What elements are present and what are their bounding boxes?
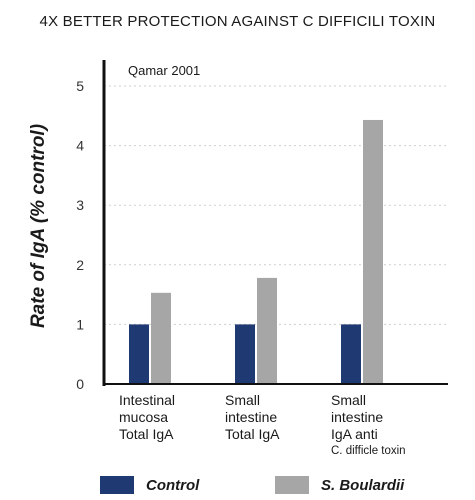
legend-item-boulardii: S. Boulardii xyxy=(275,476,404,494)
category-1-line-1: Intestinal xyxy=(119,392,176,408)
category-label-1: Intestinal mucosa Total IgA xyxy=(119,392,175,443)
y-tick-label-3: 3 xyxy=(76,197,84,213)
chart-title: 4X BETTER PROTECTION AGAINST C DIFFICILI… xyxy=(39,13,436,30)
y-tick-label-1: 1 xyxy=(76,316,84,332)
bar-control-2 xyxy=(235,324,255,384)
category-label-2: Small intestine Total IgA xyxy=(225,392,279,443)
legend-swatch-boulardii xyxy=(275,476,309,494)
y-tick-label-0: 0 xyxy=(76,376,84,392)
legend-label-boulardii: S. Boulardii xyxy=(321,476,405,494)
bar-control-3 xyxy=(341,324,361,384)
y-tick-label-2: 2 xyxy=(76,257,84,273)
category-3-line-3: IgA anti xyxy=(331,426,378,442)
category-2-line-2: intestine xyxy=(225,409,278,425)
y-tick-label-5: 5 xyxy=(76,78,84,94)
legend-swatch-control xyxy=(100,476,134,494)
category-3-line-4: C. difficle toxin xyxy=(331,445,406,457)
legend-item-control: Control xyxy=(100,476,199,494)
category-1-line-2: mucosa xyxy=(119,409,169,425)
bar-boulardii-3 xyxy=(363,119,383,385)
category-3-line-1: Small xyxy=(331,392,367,408)
category-1-line-3: Total IgA xyxy=(119,426,174,442)
source-citation: Qamar 2001 xyxy=(128,63,201,78)
category-2-line-1: Small xyxy=(225,392,261,408)
bar-boulardii-1 xyxy=(151,292,171,384)
category-label-3: Small intestine IgA anti C. difficle tox… xyxy=(331,392,406,460)
category-2-line-3: Total IgA xyxy=(225,426,280,442)
bar-control-1 xyxy=(129,324,149,384)
y-tick-label-4: 4 xyxy=(76,138,84,154)
category-3-line-2: intestine xyxy=(331,409,384,425)
legend-label-control: Control xyxy=(146,476,200,494)
bar-boulardii-2 xyxy=(257,277,277,384)
